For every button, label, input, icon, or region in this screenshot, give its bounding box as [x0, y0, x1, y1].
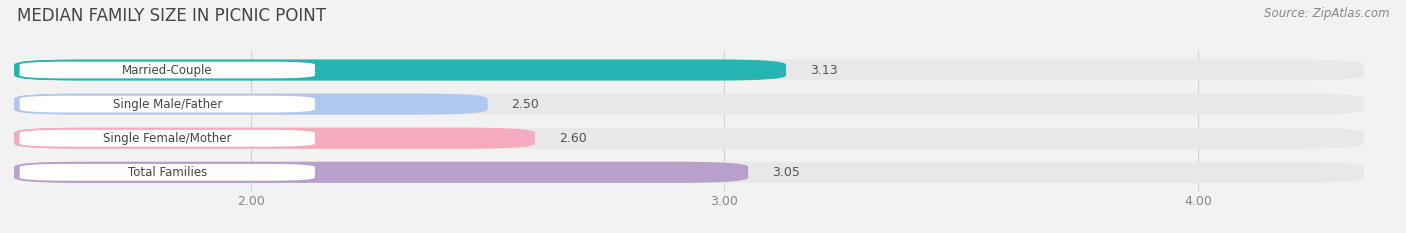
Text: Single Female/Mother: Single Female/Mother — [103, 132, 232, 145]
Text: 2.50: 2.50 — [512, 98, 540, 111]
Text: 3.05: 3.05 — [772, 166, 800, 179]
Text: 2.60: 2.60 — [558, 132, 586, 145]
FancyBboxPatch shape — [14, 59, 786, 81]
Text: Married-Couple: Married-Couple — [122, 64, 212, 76]
FancyBboxPatch shape — [14, 162, 748, 183]
FancyBboxPatch shape — [14, 59, 1364, 81]
Text: Source: ZipAtlas.com: Source: ZipAtlas.com — [1264, 7, 1389, 20]
Text: MEDIAN FAMILY SIZE IN PICNIC POINT: MEDIAN FAMILY SIZE IN PICNIC POINT — [17, 7, 326, 25]
Text: Total Families: Total Families — [128, 166, 207, 179]
FancyBboxPatch shape — [14, 128, 536, 149]
FancyBboxPatch shape — [18, 95, 316, 113]
Text: Single Male/Father: Single Male/Father — [112, 98, 222, 111]
FancyBboxPatch shape — [14, 128, 1364, 149]
FancyBboxPatch shape — [18, 61, 316, 79]
Text: 3.13: 3.13 — [810, 64, 838, 76]
FancyBboxPatch shape — [18, 163, 316, 182]
FancyBboxPatch shape — [14, 93, 488, 115]
FancyBboxPatch shape — [18, 129, 316, 147]
FancyBboxPatch shape — [14, 162, 1364, 183]
FancyBboxPatch shape — [14, 93, 1364, 115]
